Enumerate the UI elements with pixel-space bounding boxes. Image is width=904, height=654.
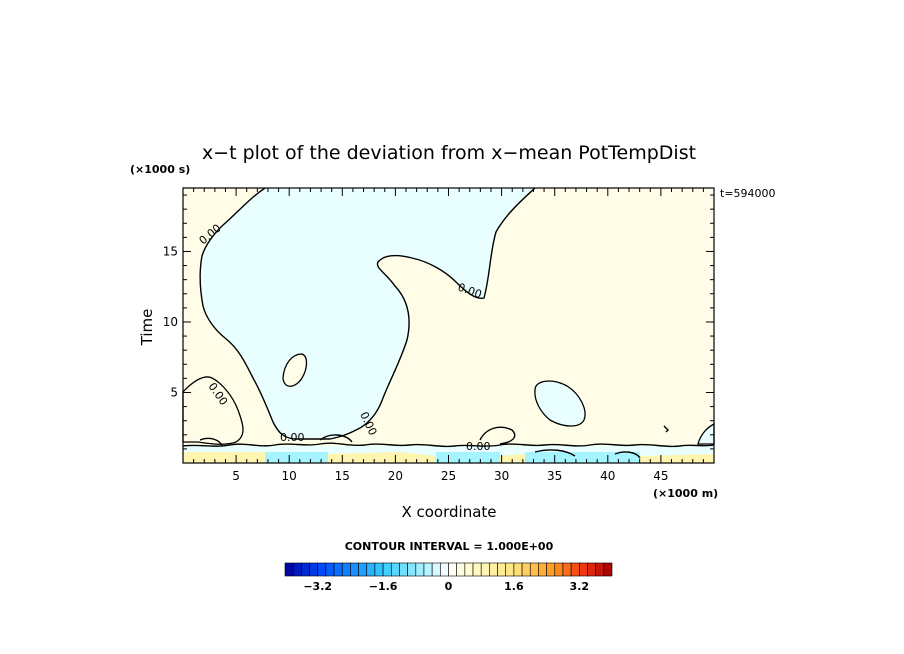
colorbar-cell bbox=[350, 562, 359, 577]
x-tick-label: 40 bbox=[600, 469, 615, 483]
colorbar-cell bbox=[546, 562, 556, 577]
bottom-band-negative-mid bbox=[265, 452, 640, 463]
y-tick-label: 5 bbox=[170, 385, 178, 399]
plot-area: 0.00 0.00 0.00 0.00 0.00 0.00 5 10 15 20 25 3… bbox=[163, 187, 715, 483]
x-axis-label: X coordinate bbox=[401, 503, 496, 521]
chart-title: x−t plot of the deviation from x−mean Po… bbox=[202, 142, 696, 164]
positive-island bbox=[282, 353, 308, 387]
colorbar-tick-label: 1.6 bbox=[504, 580, 524, 593]
colorbar-cell bbox=[423, 562, 433, 577]
colorbar-ticks: −3.2 −1.6 0 1.6 3.2 bbox=[303, 580, 589, 593]
colorbar-cell bbox=[480, 562, 490, 577]
colorbar-cell bbox=[595, 562, 605, 577]
colorbar-cell bbox=[513, 562, 523, 577]
colorbar-cell bbox=[578, 562, 588, 577]
colorbar-cell bbox=[366, 562, 376, 577]
colorbar-cell bbox=[505, 562, 515, 577]
colorbar-cell bbox=[407, 562, 417, 577]
colorbar-cell bbox=[292, 562, 302, 577]
x-tick-label: 20 bbox=[388, 469, 403, 483]
colorbar-cell bbox=[603, 562, 613, 577]
colorbar-tick-label: 3.2 bbox=[570, 580, 590, 593]
colorbar-cell bbox=[284, 562, 294, 577]
colorbar-cell bbox=[415, 562, 425, 577]
colorbar: CONTOUR INTERVAL = 1.000E+00 −3.2 −1.6 0 1.… bbox=[284, 540, 613, 593]
y-tick-label: 10 bbox=[163, 315, 178, 329]
x-tick-label: 45 bbox=[653, 469, 668, 483]
colorbar-cell bbox=[390, 562, 400, 577]
colorbar-cell bbox=[382, 562, 392, 577]
colorbar-cell bbox=[341, 562, 351, 577]
colorbar-cell bbox=[301, 562, 310, 577]
colorbar-cell bbox=[472, 562, 482, 577]
colorbar-cell bbox=[570, 562, 580, 577]
edge-patch bbox=[697, 422, 715, 445]
colorbar-cell bbox=[538, 562, 547, 577]
colorbar-cell bbox=[317, 562, 327, 577]
x-tick-label: 30 bbox=[494, 469, 509, 483]
colorbar-cell bbox=[529, 562, 539, 577]
colorbar-cell bbox=[464, 562, 474, 577]
x-tick-label: 35 bbox=[547, 469, 562, 483]
contour-label: 0.00 bbox=[280, 431, 305, 444]
contour-label: 0.00 bbox=[466, 440, 491, 453]
colorbar-cell bbox=[497, 562, 507, 577]
zero-contours bbox=[182, 187, 715, 459]
colorbar-cell bbox=[456, 562, 466, 577]
colorbar-tick-label: 0 bbox=[445, 580, 453, 593]
colorbar-cell bbox=[374, 562, 384, 577]
colorbar-cell bbox=[358, 562, 368, 577]
tick-mark-feature bbox=[663, 425, 669, 433]
colorbar-cell bbox=[521, 562, 531, 577]
y-tick-label: 15 bbox=[163, 244, 178, 258]
colorbar-cell bbox=[554, 562, 564, 577]
colorbar-cell bbox=[309, 562, 318, 577]
colorbar-cell bbox=[489, 562, 498, 577]
negative-blob bbox=[534, 380, 586, 427]
y-unit-label: (×1000 s) bbox=[130, 163, 190, 176]
time-stamp-label: t=594000 bbox=[720, 187, 776, 200]
colorbar-tick-label: −1.6 bbox=[369, 580, 398, 593]
bottom-contour-lobes bbox=[199, 426, 641, 459]
y-axis-label: Time bbox=[138, 309, 156, 347]
colorbar-cells bbox=[284, 562, 613, 577]
colorbar-tick-label: −3.2 bbox=[303, 580, 332, 593]
positive-notch bbox=[182, 376, 244, 445]
colorbar-cell bbox=[333, 562, 343, 577]
colorbar-cell bbox=[399, 562, 408, 577]
colorbar-cell bbox=[562, 562, 572, 577]
colorbar-cell bbox=[325, 562, 335, 577]
x-tick-label: 5 bbox=[232, 469, 240, 483]
contour-interval-label: CONTOUR INTERVAL = 1.000E+00 bbox=[345, 540, 554, 553]
axis-ticks: 5 10 15 20 25 30 35 40 45 5 10 15 bbox=[163, 188, 714, 483]
colorbar-cell bbox=[448, 562, 457, 577]
x-tick-label: 25 bbox=[441, 469, 456, 483]
x-tick-label: 10 bbox=[282, 469, 297, 483]
colorbar-cell bbox=[440, 562, 449, 577]
colorbar-cell bbox=[431, 562, 441, 577]
x-unit-label: (×1000 m) bbox=[653, 487, 718, 500]
negative-region bbox=[183, 188, 535, 439]
x-tick-label: 15 bbox=[335, 469, 350, 483]
bottom-contour bbox=[182, 442, 715, 448]
colorbar-cell bbox=[587, 562, 596, 577]
main-contour bbox=[199, 187, 536, 440]
